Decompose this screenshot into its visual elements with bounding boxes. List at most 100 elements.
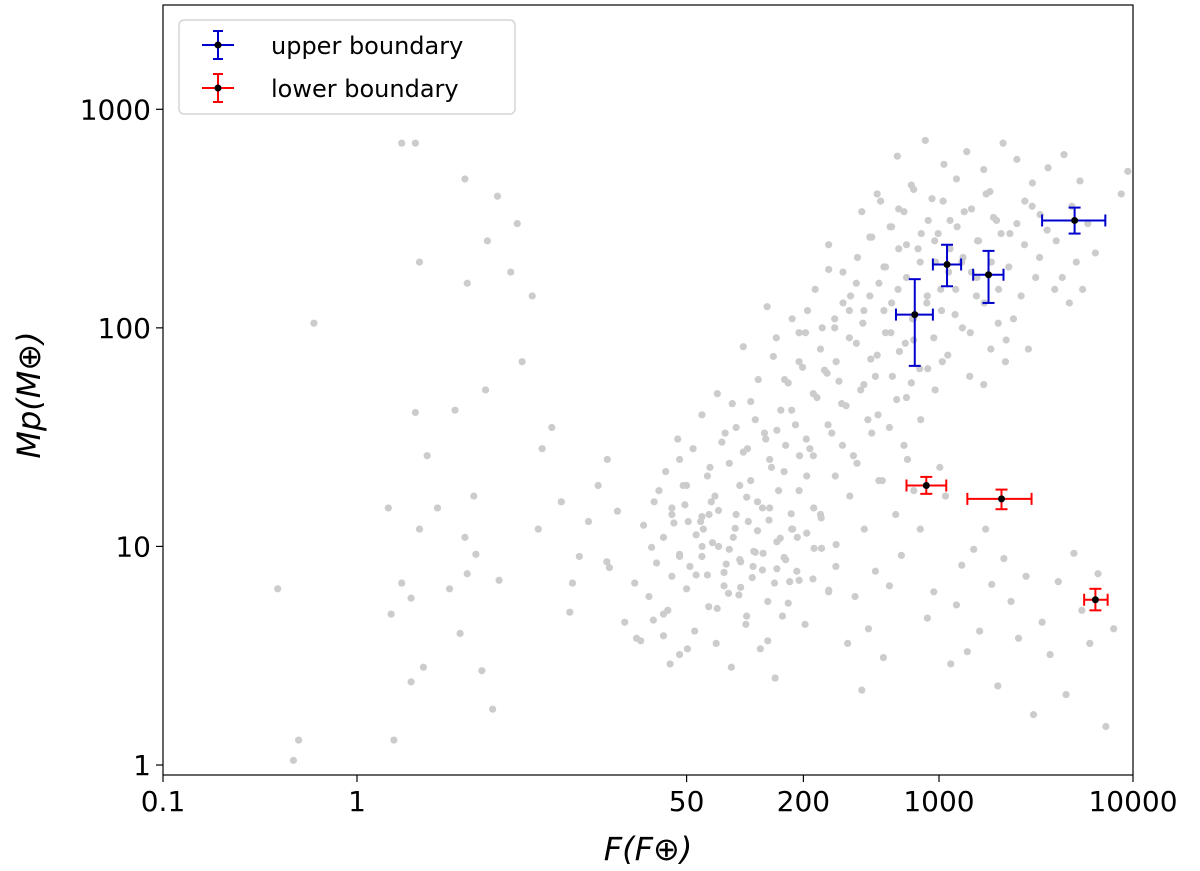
background-point [603, 455, 611, 464]
background-point [631, 579, 639, 587]
background-point [897, 551, 905, 559]
background-point [461, 175, 469, 183]
background-point [928, 195, 936, 203]
background-point [495, 576, 503, 584]
background-point [849, 452, 857, 460]
background-point [879, 654, 888, 662]
background-point [970, 545, 978, 553]
background-point [613, 507, 622, 515]
background-point [566, 608, 574, 616]
background-point [809, 575, 817, 583]
background-point [1009, 315, 1018, 323]
background-point [675, 455, 684, 464]
background-point [802, 435, 810, 443]
background-point [744, 517, 752, 526]
background-point [713, 390, 721, 398]
background-point [895, 205, 903, 213]
background-point [759, 549, 767, 557]
background-points [274, 30, 1132, 764]
background-point [982, 190, 990, 198]
background-point [846, 492, 854, 500]
background-point [1020, 241, 1029, 249]
background-point [699, 525, 707, 533]
background-point [1079, 285, 1087, 293]
background-point [727, 663, 735, 671]
background-point [824, 421, 832, 429]
background-point [683, 645, 692, 653]
background-point [939, 197, 947, 205]
background-point [773, 565, 781, 573]
background-point [798, 363, 807, 371]
background-point [568, 579, 577, 587]
background-point [419, 663, 428, 671]
legend-box [178, 19, 516, 115]
background-point [825, 241, 833, 249]
background-point [936, 463, 944, 471]
background-point [732, 510, 740, 519]
background-point [832, 562, 840, 571]
background-point [753, 527, 762, 535]
background-point [668, 510, 676, 519]
background-point [875, 477, 883, 485]
background-point [881, 329, 890, 337]
background-point [773, 426, 781, 434]
background-point [489, 705, 497, 713]
background-point [737, 558, 745, 566]
background-point [786, 578, 794, 586]
background-point [941, 492, 950, 500]
background-point [507, 268, 515, 276]
background-point [917, 416, 925, 424]
background-point [987, 345, 995, 353]
background-point [662, 467, 670, 476]
background-point [966, 329, 974, 337]
legend-label: lower boundary [271, 75, 459, 103]
background-point [831, 472, 839, 480]
y-axis-label: Mp(M⊕) [10, 331, 48, 458]
background-point [739, 343, 747, 351]
background-point [828, 429, 836, 437]
background-point [1084, 219, 1092, 228]
background-point [857, 386, 865, 394]
background-point [411, 139, 419, 147]
background-point [902, 273, 911, 282]
background-point [902, 241, 911, 249]
background-point [944, 351, 952, 359]
background-point [720, 582, 728, 590]
data-point [911, 311, 919, 319]
background-point [951, 310, 959, 319]
background-point [1024, 345, 1033, 353]
background-point [873, 351, 881, 359]
background-point [853, 253, 862, 262]
data-point [922, 481, 930, 489]
background-point [637, 637, 645, 645]
background-point [916, 258, 924, 266]
background-point [892, 510, 900, 519]
background-point [1072, 258, 1080, 266]
background-point [924, 365, 932, 373]
background-point [1043, 226, 1051, 234]
background-point [944, 268, 953, 276]
background-point [871, 567, 879, 575]
background-point [982, 525, 990, 533]
background-point [930, 334, 938, 342]
background-point [679, 481, 687, 490]
background-point [1062, 690, 1070, 699]
x-tick-label: 200 [777, 785, 830, 818]
background-point [914, 245, 922, 253]
background-point [810, 544, 818, 552]
background-point [832, 358, 840, 366]
background-point [900, 441, 908, 449]
y-tick-label: 100 [98, 312, 151, 345]
background-point [398, 139, 406, 147]
background-point [795, 487, 803, 495]
background-point [1070, 549, 1078, 557]
background-point [937, 285, 945, 293]
background-point [1022, 572, 1030, 580]
background-point [813, 393, 821, 402]
background-point [398, 579, 406, 587]
background-point [753, 498, 762, 506]
background-point [1044, 164, 1052, 172]
background-point [860, 306, 868, 315]
background-point [763, 303, 771, 311]
background-point [674, 435, 682, 443]
